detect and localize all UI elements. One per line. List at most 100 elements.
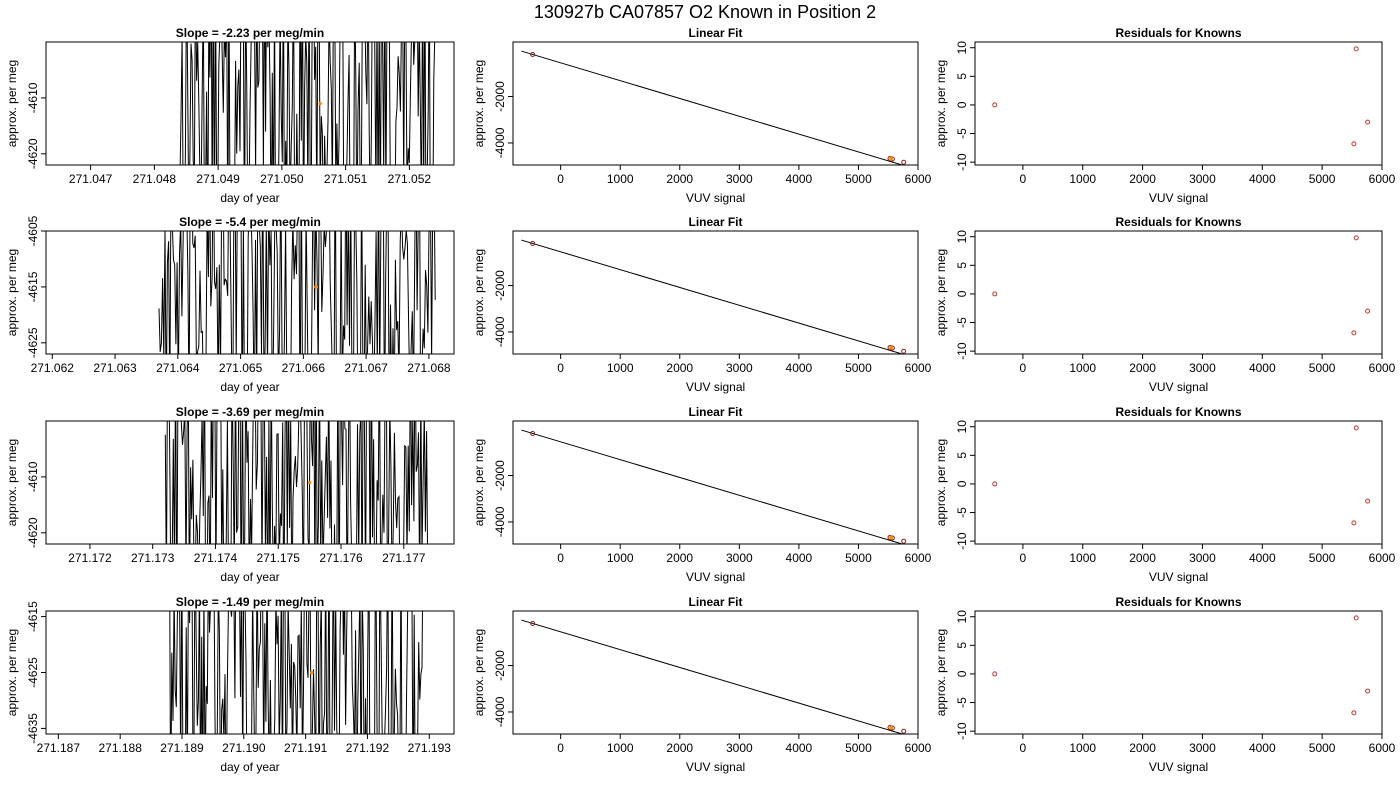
x-tick-label: 6000 [1369, 361, 1396, 375]
panel-title: Residuals for Knowns [1115, 405, 1241, 419]
y-tick-label: 0 [955, 290, 969, 297]
residual-point [1351, 330, 1357, 336]
x-tick-label: 5000 [1309, 551, 1336, 565]
plot-data [992, 425, 1371, 526]
y-axis-label: approx. per meg [5, 60, 19, 147]
x-axis-label: VUV signal [1149, 380, 1208, 394]
x-axis-label: VUV signal [686, 760, 745, 774]
fit-line [521, 429, 904, 544]
timeseries-line [179, 42, 436, 165]
y-tick-label: -4000 [493, 506, 507, 537]
y-tick-label: -2000 [493, 460, 507, 491]
plot-frame [974, 610, 1383, 735]
y-tick-label: -10 [955, 722, 969, 740]
timeseries-line [169, 611, 423, 734]
residual-point [992, 481, 998, 487]
panel-title: Linear Fit [688, 595, 742, 609]
x-tick-label: 271.175 [257, 551, 301, 565]
known-point [901, 538, 907, 544]
residual-point [1353, 425, 1359, 431]
x-tick-label: 4000 [1249, 741, 1276, 755]
known-point [901, 159, 907, 165]
plot-data [158, 231, 436, 354]
panel-fit-row-1: Linear Fit 0 1000 2000 3000 4000 5000 6000 -2000… [472, 26, 932, 205]
x-tick-label: 5000 [1309, 172, 1336, 186]
x-tick-label: 1000 [1069, 361, 1096, 375]
sample-point [889, 535, 894, 540]
x-tick-label: 1000 [1069, 551, 1096, 565]
panel-title: Slope = -5.4 per meg/min [179, 215, 321, 229]
y-tick-label: 5 [955, 452, 969, 459]
x-tick-label: 1000 [1069, 741, 1096, 755]
x-tick-label: 271.065 [219, 361, 263, 375]
y-tick-label: -5 [955, 697, 969, 708]
plot-frame [45, 41, 455, 166]
plot-data [521, 239, 907, 354]
residual-point [992, 291, 998, 297]
panel-timeseries-row-1: Slope = -2.23 per meg/min 271.047 271.048 2… [5, 26, 455, 205]
x-tick-label: 3000 [1189, 361, 1216, 375]
y-tick-label: -4615 [26, 601, 40, 632]
residual-point [1365, 688, 1371, 694]
known-point [901, 728, 907, 734]
x-tick-label: 271.187 [37, 741, 81, 755]
x-tick-label: 3000 [1189, 172, 1216, 186]
x-tick-label: 271.067 [344, 361, 388, 375]
fit-line [521, 239, 904, 354]
panel-residuals-row-4: Residuals for Knowns 0 1000 2000 3000 4000 500… [934, 595, 1396, 774]
residual-point [992, 671, 998, 677]
y-tick-label: 10 [955, 610, 969, 624]
mean-marker [318, 101, 322, 106]
y-axis-label: approx. per meg [472, 249, 486, 336]
y-tick-label: -4000 [493, 316, 507, 347]
y-axis-label: approx. per meg [472, 629, 486, 716]
y-tick-label: -4625 [26, 657, 40, 688]
x-tick-label: 3000 [726, 361, 753, 375]
plot-data [164, 421, 428, 544]
y-tick-label: -10 [955, 342, 969, 360]
panel-timeseries-row-4: Slope = -1.49 per meg/min 271.187 271.188 2… [5, 595, 455, 774]
panel-residuals-row-1: Residuals for Knowns 0 1000 2000 3000 4000 500… [934, 26, 1396, 205]
y-tick-label: -4635 [26, 713, 40, 744]
y-tick-label: 0 [955, 480, 969, 487]
panel-timeseries-row-3: Slope = -3.69 per meg/min 271.172 271.173 2… [5, 405, 455, 584]
y-axis-label: approx. per meg [5, 249, 19, 336]
x-tick-label: 3000 [726, 551, 753, 565]
x-tick-label: 271.062 [31, 361, 75, 375]
x-axis-label: VUV signal [686, 570, 745, 584]
x-tick-label: 0 [1020, 361, 1027, 375]
y-axis-label: approx. per meg [472, 60, 486, 147]
plot-data [521, 50, 907, 165]
plot-data [179, 42, 436, 165]
y-tick-label: 10 [955, 230, 969, 244]
sample-point [889, 345, 894, 350]
panel-title: Slope = -3.69 per meg/min [176, 405, 324, 419]
x-tick-label: 2000 [1129, 741, 1156, 755]
residual-point [1351, 141, 1357, 147]
x-tick-label: 271.174 [194, 551, 238, 565]
x-tick-label: 4000 [1249, 172, 1276, 186]
x-tick-label: 0 [557, 361, 564, 375]
y-tick-label: -2000 [493, 270, 507, 301]
x-tick-label: 4000 [786, 741, 813, 755]
x-tick-label: 3000 [726, 172, 753, 186]
panel-timeseries-row-2: Slope = -5.4 per meg/min 271.062 271.063 27… [5, 215, 455, 394]
x-tick-label: 5000 [845, 172, 872, 186]
panel-fit-row-2: Linear Fit 0 1000 2000 3000 4000 5000 6000 -2000… [472, 215, 932, 394]
y-tick-label: -5 [955, 128, 969, 139]
x-tick-label: 5000 [845, 361, 872, 375]
x-tick-label: 6000 [1369, 172, 1396, 186]
x-tick-label: 6000 [905, 361, 932, 375]
x-tick-label: 5000 [845, 741, 872, 755]
panel-title: Linear Fit [688, 405, 742, 419]
y-axis-label: approx. per meg [472, 439, 486, 526]
sample-point [889, 725, 894, 730]
y-tick-label: -4625 [26, 327, 40, 358]
x-tick-label: 0 [557, 172, 564, 186]
plot-data [992, 615, 1371, 716]
x-tick-label: 6000 [905, 172, 932, 186]
y-axis-label: approx. per meg [934, 60, 948, 147]
x-tick-label: 271.191 [284, 741, 328, 755]
x-tick-label: 0 [1020, 741, 1027, 755]
